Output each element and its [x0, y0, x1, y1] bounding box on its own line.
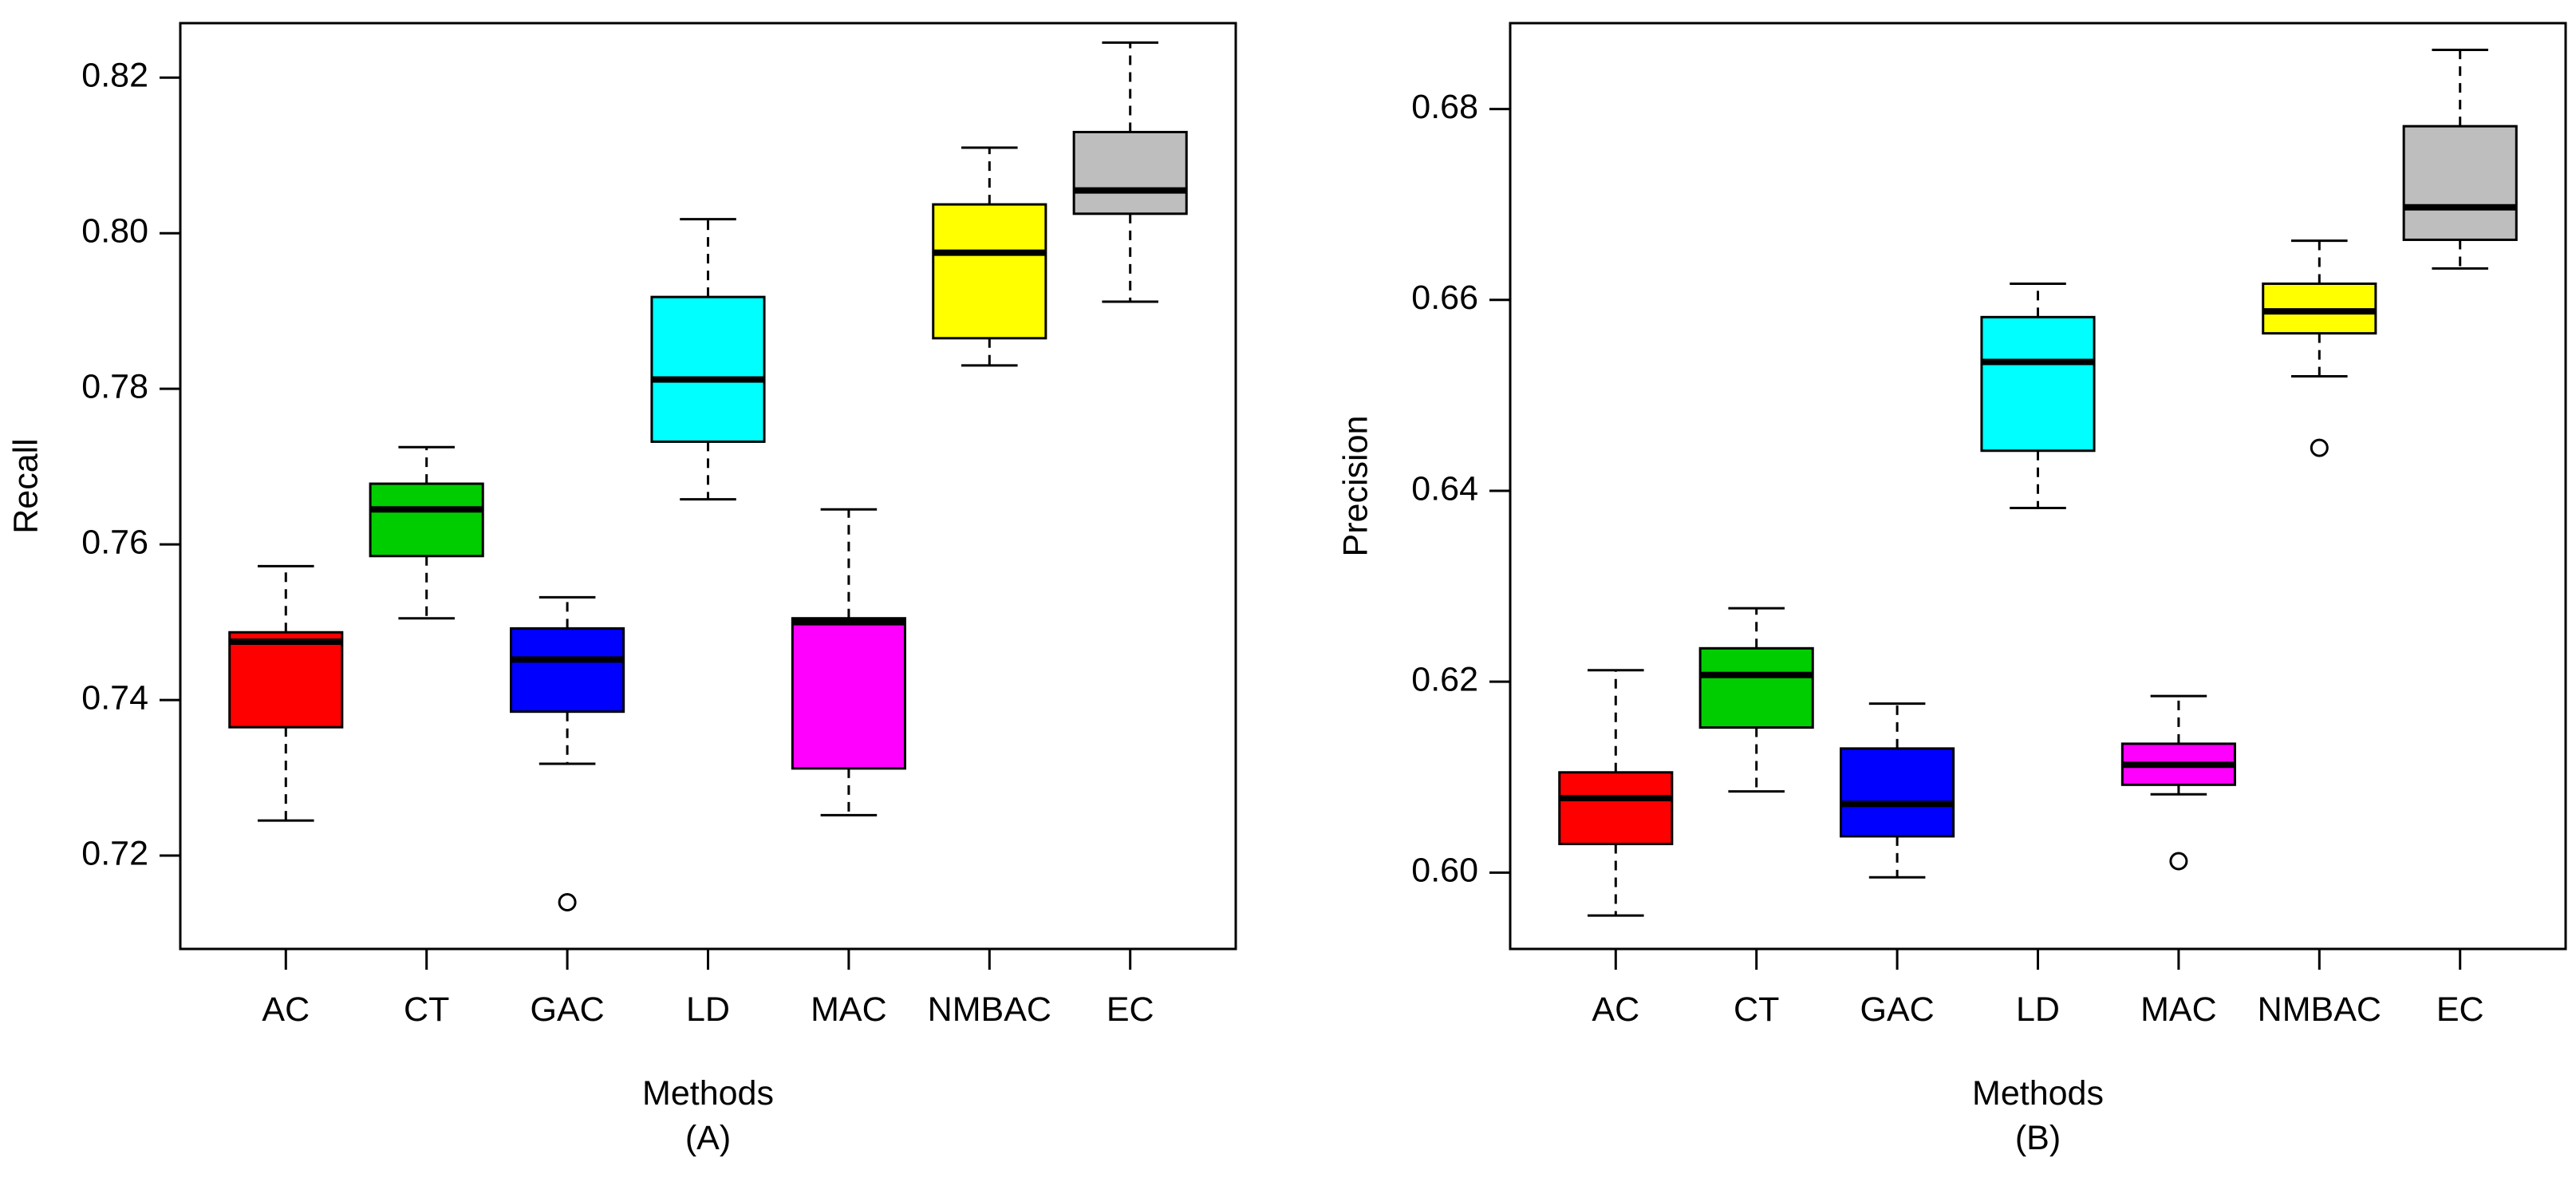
- x-tick-label: MAC: [2140, 990, 2217, 1029]
- y-tick-label: 0.78: [81, 368, 148, 406]
- x-tick-label: CT: [404, 990, 449, 1029]
- panel-label: (B): [2015, 1119, 2061, 1157]
- box-body: [932, 203, 1047, 340]
- x-tick-label: MAC: [811, 990, 887, 1029]
- x-tick-label: LD: [686, 990, 730, 1029]
- box-ct: [1698, 607, 1814, 793]
- x-tick-label: GAC: [1860, 990, 1935, 1029]
- box-body: [1072, 130, 1188, 215]
- x-axis-title: Methods: [1972, 1074, 2104, 1113]
- box-mac: [791, 508, 906, 816]
- x-tick-label: GAC: [531, 990, 605, 1029]
- box-body: [2402, 125, 2518, 241]
- box-ec: [1072, 41, 1188, 303]
- y-tick-label: 0.68: [1411, 88, 1478, 126]
- x-tick-label: NMBAC: [928, 990, 1051, 1029]
- x-tick-label: AC: [1592, 990, 1639, 1029]
- box-mac: [2120, 694, 2236, 871]
- outlier-point: [2169, 852, 2188, 871]
- box-gac: [510, 595, 625, 912]
- outlier-point: [2310, 438, 2329, 457]
- y-tick-label: 0.64: [1411, 469, 1478, 508]
- x-tick-label: AC: [262, 990, 310, 1029]
- box-ld: [650, 218, 766, 501]
- box-ct: [369, 445, 484, 620]
- box-ld: [1980, 282, 2096, 510]
- y-axis-title: Precision: [1336, 416, 1375, 557]
- x-tick-label: CT: [1734, 990, 1779, 1029]
- panel-b: 0.60 0.62 0.64 0.66 0.68 AC CT GAC LD MAC NMBAC EC P…: [1336, 22, 2567, 1157]
- y-tick-label: 0.76: [81, 523, 148, 561]
- y-tick-label: 0.72: [81, 834, 148, 872]
- box-nmbac: [932, 146, 1047, 367]
- box-body: [1980, 315, 2096, 453]
- y-tick-label: 0.82: [81, 57, 148, 95]
- box-gac: [1840, 702, 1955, 879]
- box-ac: [228, 564, 344, 822]
- y-tick-label: 0.62: [1411, 661, 1478, 699]
- outlier-point: [558, 893, 577, 912]
- y-tick-label: 0.66: [1411, 279, 1478, 317]
- box-body: [650, 295, 766, 443]
- box-body: [369, 482, 484, 558]
- x-tick-label: EC: [1107, 990, 1154, 1029]
- y-axis-title: Recall: [6, 438, 45, 534]
- box-nmbac: [2262, 239, 2377, 457]
- x-tick-label: NMBAC: [2258, 990, 2381, 1029]
- panel-label: (A): [685, 1119, 731, 1157]
- box-body: [510, 627, 625, 714]
- box-body: [1698, 646, 1814, 729]
- box-body: [791, 617, 906, 770]
- box-ec: [2402, 48, 2518, 270]
- box-body: [1840, 747, 1955, 838]
- y-tick-label: 0.74: [81, 678, 148, 717]
- box-body: [1558, 771, 1674, 845]
- box-ac: [1558, 669, 1674, 917]
- panel-a: 0.72 0.74 0.76 0.78 0.80 0.82 AC CT GAC LD MAC NMBA…: [6, 22, 1237, 1157]
- box-body: [228, 631, 344, 729]
- x-tick-label: EC: [2436, 990, 2484, 1029]
- y-tick-label: 0.60: [1411, 852, 1478, 890]
- x-tick-label: LD: [2016, 990, 2060, 1029]
- y-tick-label: 0.80: [81, 212, 148, 251]
- x-axis-title: Methods: [642, 1074, 774, 1113]
